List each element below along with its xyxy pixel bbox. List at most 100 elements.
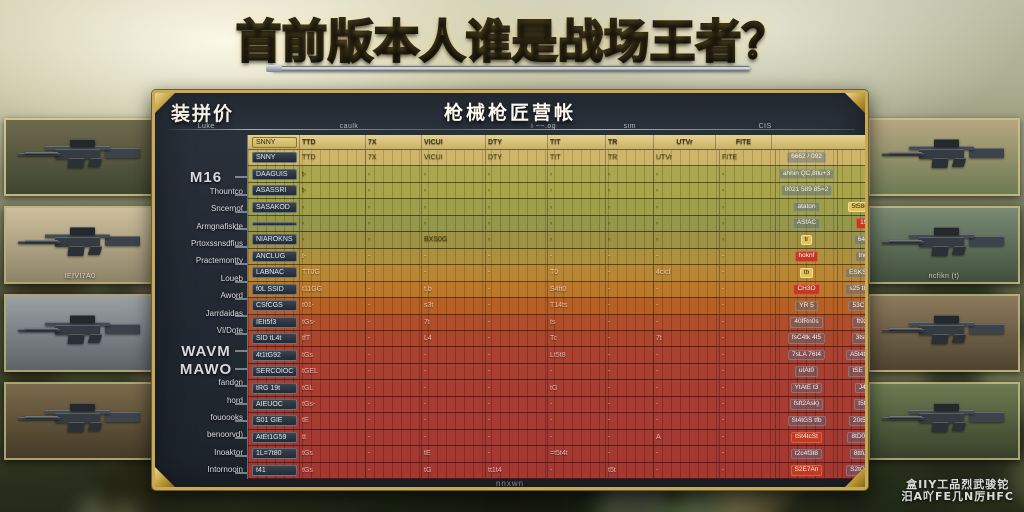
table-cell[interactable]: - bbox=[606, 182, 654, 199]
table-cell[interactable]: - bbox=[548, 248, 606, 265]
table-cell[interactable]: - bbox=[486, 166, 548, 182]
column-header[interactable]: TR bbox=[606, 135, 654, 149]
table-cell[interactable]: - bbox=[654, 462, 720, 479]
table-cell[interactable]: - bbox=[654, 298, 720, 314]
table-cell[interactable]: - bbox=[654, 413, 720, 429]
rifle-thumb-5[interactable] bbox=[868, 118, 1020, 196]
table-cell[interactable]: - bbox=[486, 380, 548, 396]
table-cell[interactable]: =t5t4t bbox=[548, 446, 606, 462]
table-cell[interactable]: Lt5t8 bbox=[548, 347, 606, 363]
table-cell[interactable]: S4tt0 bbox=[548, 281, 606, 298]
table-cell[interactable]: - bbox=[366, 248, 422, 265]
table-cell[interactable]: - bbox=[366, 429, 422, 446]
table-cell[interactable]: - bbox=[606, 265, 654, 281]
table-cell[interactable]: - bbox=[366, 347, 422, 363]
table-badge-cell[interactable]: ESKS UNE bbox=[838, 265, 865, 280]
table-cell[interactable]: - bbox=[422, 429, 486, 446]
column-header[interactable]: UTVr bbox=[654, 135, 716, 149]
table-badge-cell[interactable]: ahhin QC,8tlu+3 bbox=[776, 166, 838, 182]
table-cell[interactable]: - bbox=[366, 166, 422, 182]
table-badge-cell[interactable]: St4tGS tfb bbox=[776, 413, 838, 429]
table-cell[interactable]: - bbox=[606, 396, 654, 413]
table-cell[interactable]: VICUI bbox=[422, 150, 486, 166]
table-cell[interactable]: - bbox=[486, 232, 548, 248]
table-cell[interactable]: - bbox=[720, 232, 776, 248]
table-cell[interactable]: TTD bbox=[300, 150, 366, 166]
table-cell[interactable]: - bbox=[366, 330, 422, 347]
table-cell[interactable]: - bbox=[486, 347, 548, 363]
table-cell[interactable]: - bbox=[366, 199, 422, 215]
table-cell[interactable]: - bbox=[654, 281, 720, 298]
table-badge-cell[interactable]: YtAtE t3 bbox=[776, 380, 838, 396]
table-cell[interactable]: - bbox=[486, 199, 548, 215]
table-badge-cell[interactable]: A5t4tc7t43 bbox=[838, 347, 865, 362]
table-cell[interactable]: t11GG bbox=[300, 281, 366, 298]
table-cell[interactable]: tGEL bbox=[300, 363, 366, 380]
stats-table[interactable]: SNNY TTD 7X VICUI DTY TIT TR UTVr FITE SNNY TTD 7X V… bbox=[247, 135, 865, 480]
table-cell[interactable]: - bbox=[720, 215, 776, 232]
table-badge-cell[interactable]: tSE t3tfC bbox=[838, 364, 865, 379]
table-row[interactable]: NIAROKNS--BXS0G-----tr64txc bbox=[248, 232, 865, 249]
table-cell[interactable]: tGs bbox=[300, 462, 366, 479]
table-row[interactable]: 1L=7t80 tGs - tE - =t5t4t - - - t2c4f3t8 8ttfu4t5t bbox=[248, 446, 865, 463]
table-cell[interactable]: - bbox=[606, 199, 654, 215]
table-cell[interactable]: - bbox=[486, 265, 548, 281]
table-cell[interactable]: - bbox=[422, 182, 486, 199]
table-cell[interactable]: - bbox=[366, 413, 422, 429]
table-badge-cell[interactable]: 5t58ubBn bbox=[838, 199, 865, 214]
row-name-cell[interactable]: t41 bbox=[248, 462, 300, 479]
row-name-cell[interactable]: SASAKOD bbox=[248, 199, 300, 215]
row-name-cell[interactable]: SERCOIOC bbox=[248, 363, 300, 380]
table-cell[interactable]: - bbox=[300, 232, 366, 248]
table-cell[interactable]: - bbox=[654, 446, 720, 462]
column-header[interactable]: TIT bbox=[548, 135, 606, 149]
table-cell[interactable]: - bbox=[300, 215, 366, 232]
table-badge-cell[interactable]: S2tC 9t8t0 bbox=[838, 463, 865, 478]
table-cell[interactable]: - bbox=[486, 330, 548, 347]
table-cell[interactable]: - bbox=[486, 396, 548, 413]
table-cell[interactable]: - bbox=[606, 413, 654, 429]
table-cell[interactable]: L4 bbox=[422, 330, 486, 347]
table-row[interactable]: SID tL4t tfT - L4 - Tc - 7t - fsC4tk 4t5 3tst4t5 bbox=[248, 330, 865, 348]
rifle-thumb-3[interactable] bbox=[4, 294, 156, 372]
table-badge-cell[interactable]: 8ttfu4t5t bbox=[838, 446, 865, 461]
rifle-thumb-6[interactable]: ncfikn (t) bbox=[868, 206, 1020, 284]
table-cell[interactable]: - bbox=[366, 232, 422, 248]
table-cell[interactable]: - bbox=[486, 281, 548, 298]
table-cell[interactable]: tt bbox=[300, 429, 366, 446]
table-cell[interactable]: ts bbox=[548, 314, 606, 330]
column-header[interactable]: FITE bbox=[716, 135, 772, 149]
table-cell[interactable]: - bbox=[548, 182, 606, 199]
table-cell[interactable]: - bbox=[606, 363, 654, 380]
table-cell[interactable]: - bbox=[720, 248, 776, 265]
row-name-cell[interactable]: CSfCGS bbox=[248, 298, 300, 314]
row-name-cell[interactable]: SID tL4t bbox=[248, 330, 300, 347]
table-cell[interactable]: - bbox=[654, 215, 720, 232]
table-cell[interactable]: 4cicf bbox=[654, 265, 720, 281]
table-cell[interactable]: - bbox=[606, 232, 654, 248]
table-cell[interactable]: - bbox=[548, 166, 606, 182]
table-cell[interactable]: - bbox=[366, 446, 422, 462]
table-cell[interactable]: - bbox=[720, 281, 776, 298]
table-cell[interactable]: - bbox=[486, 298, 548, 314]
table-cell[interactable]: - bbox=[654, 199, 720, 215]
table-badge-cell[interactable]: 7sLA 76t4 bbox=[776, 347, 838, 363]
table-badge-cell[interactable]: 0021 589 85=2 bbox=[776, 182, 838, 199]
table-cell[interactable]: - bbox=[654, 166, 720, 182]
table-cell[interactable]: tt1t4 bbox=[486, 462, 548, 479]
table-cell[interactable]: - bbox=[366, 298, 422, 314]
table-cell[interactable]: - bbox=[720, 429, 776, 446]
table-cell[interactable]: - bbox=[654, 363, 720, 380]
table-badge-cell[interactable]: ft92 9f bbox=[838, 315, 865, 330]
table-cell[interactable]: - bbox=[422, 347, 486, 363]
row-name-cell[interactable]: f0L SSID bbox=[248, 281, 300, 298]
table-row[interactable]: AIEUOC tGs- - - - - - - - fsft2Ask) t5t64 bbox=[248, 396, 865, 414]
table-cell[interactable]: - bbox=[720, 330, 776, 347]
table-cell[interactable]: - bbox=[486, 314, 548, 330]
row-name-cell[interactable]: SNNY bbox=[248, 150, 300, 166]
row-name-cell[interactable]: 1L=7t80 bbox=[248, 446, 300, 462]
table-cell[interactable]: - bbox=[654, 232, 720, 248]
table-cell[interactable]: t.b bbox=[422, 281, 486, 298]
table-cell[interactable]: - bbox=[606, 347, 654, 363]
table-row[interactable]: S01 GIE tE - - - - - - - St4tGS tfb 20t5f4tG bbox=[248, 413, 865, 430]
